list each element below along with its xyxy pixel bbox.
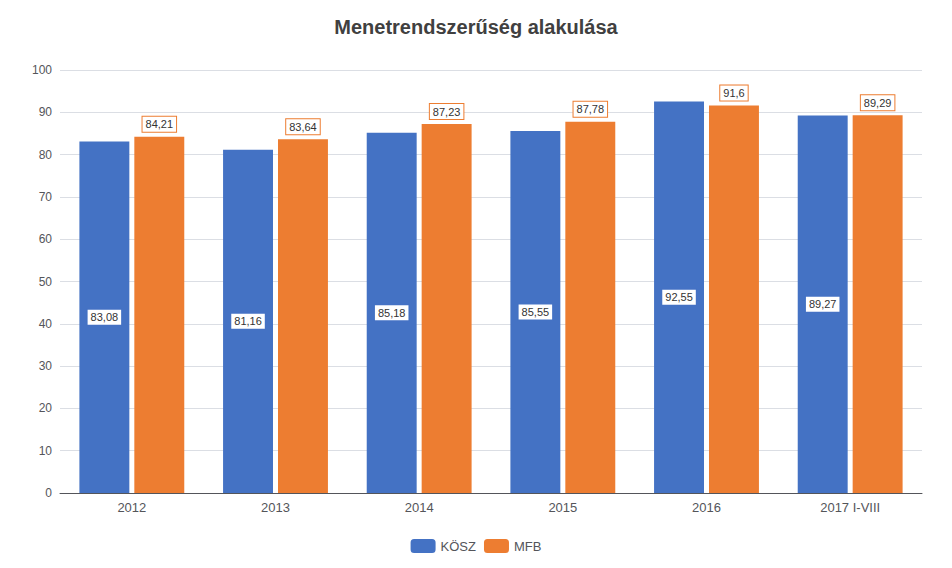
svg-text:2013: 2013 [261,500,290,515]
svg-text:85,55: 85,55 [522,306,550,318]
svg-text:83,08: 83,08 [91,311,119,323]
svg-text:60: 60 [39,232,53,246]
svg-text:100: 100 [32,63,52,77]
svg-text:Menetrendszerűség alakulása: Menetrendszerűség alakulása [334,16,618,38]
svg-text:0: 0 [45,486,52,500]
svg-text:2017 I-VIII: 2017 I-VIII [820,500,880,515]
svg-text:92,55: 92,55 [665,291,693,303]
svg-text:2016: 2016 [692,500,721,515]
svg-text:85,18: 85,18 [378,307,406,319]
svg-text:70: 70 [39,190,53,204]
svg-text:81,16: 81,16 [234,315,262,327]
svg-text:89,27: 89,27 [809,298,837,310]
svg-text:84,21: 84,21 [146,118,174,130]
svg-text:87,78: 87,78 [577,103,605,115]
svg-text:2014: 2014 [405,500,434,515]
svg-text:2012: 2012 [117,500,146,515]
svg-text:87,23: 87,23 [433,106,461,118]
svg-text:83,64: 83,64 [289,121,317,133]
svg-text:30: 30 [39,359,53,373]
svg-text:MFB: MFB [514,539,541,554]
svg-text:80: 80 [39,148,53,162]
svg-text:2015: 2015 [548,500,577,515]
svg-text:10: 10 [39,444,53,458]
svg-text:20: 20 [39,401,53,415]
svg-text:89,29: 89,29 [864,97,892,109]
svg-text:91,6: 91,6 [723,87,744,99]
svg-text:90: 90 [39,105,53,119]
svg-text:KÖSZ: KÖSZ [441,539,476,554]
svg-text:50: 50 [39,275,53,289]
svg-text:40: 40 [39,317,53,331]
